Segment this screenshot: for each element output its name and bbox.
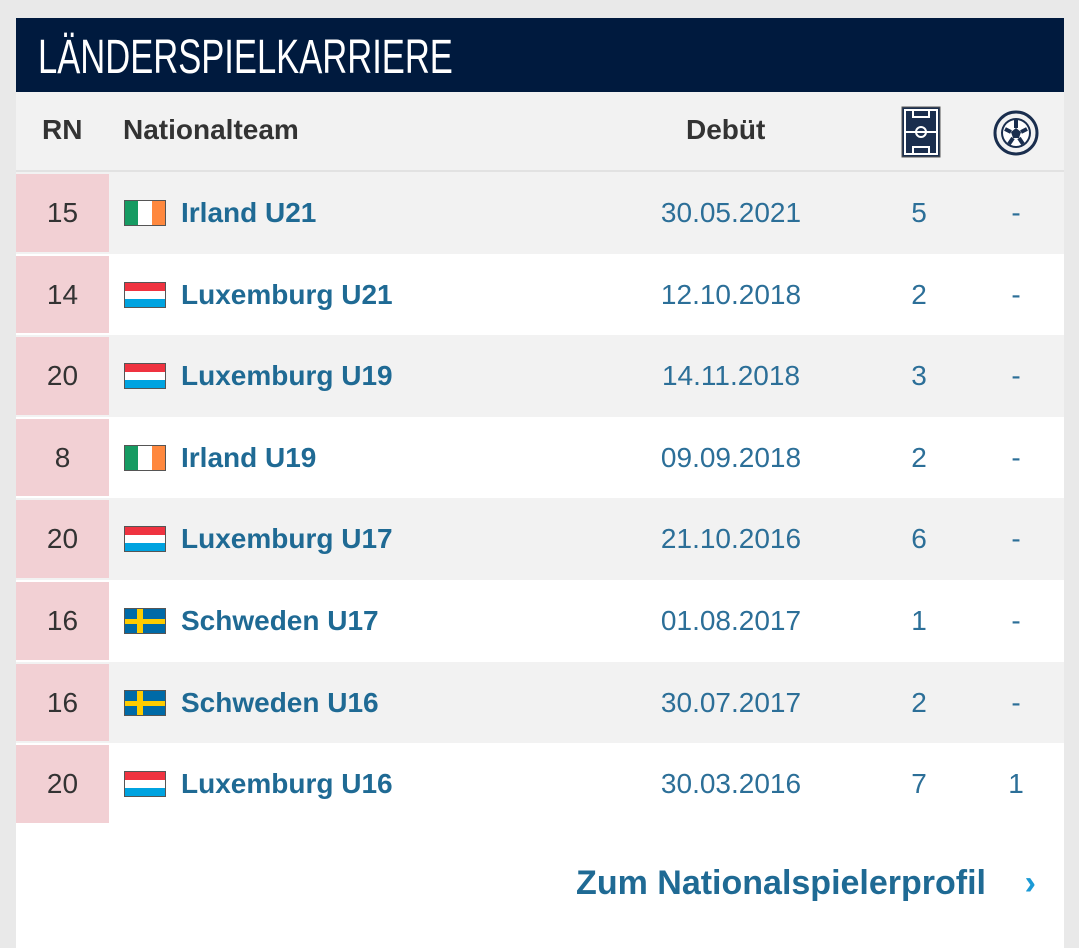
shirt-number: 8 bbox=[16, 418, 109, 497]
debut-date[interactable]: 14.11.2018 bbox=[661, 360, 801, 392]
flag-luxembourg-icon bbox=[124, 526, 166, 553]
team-link[interactable]: Schweden U17 bbox=[181, 604, 379, 636]
shirt-number: 20 bbox=[16, 500, 109, 578]
goals: - bbox=[1011, 360, 1021, 392]
national-player-profile-link[interactable]: Zum Nationalspielerprofil bbox=[576, 864, 986, 902]
goals: - bbox=[1011, 523, 1021, 555]
flag-sweden-icon bbox=[124, 607, 166, 634]
team-link[interactable]: Irland U19 bbox=[181, 441, 317, 473]
card-header: LÄNDERSPIELKARRIERE bbox=[16, 18, 1064, 92]
card-title: LÄNDERSPIELKARRIERE bbox=[38, 31, 453, 84]
shirt-number: 20 bbox=[16, 745, 109, 823]
table-row: 15 Irland U21 30.05.2021 5 - bbox=[16, 172, 1064, 254]
chevron-right-icon[interactable]: › bbox=[1024, 864, 1036, 902]
national-career-card: LÄNDERSPIELKARRIERE RN Nationalteam Debü… bbox=[16, 18, 1064, 948]
table-row: 20 Luxemburg U19 14.11.2018 3 - bbox=[16, 335, 1064, 417]
footer: Zum Nationalspielerprofil › bbox=[16, 824, 1064, 944]
team-link[interactable]: Irland U21 bbox=[181, 197, 317, 228]
appearances[interactable]: 7 bbox=[911, 768, 927, 800]
flag-ireland-icon bbox=[124, 444, 166, 471]
table-row: 14 Luxemburg U21 12.10.2018 2 - bbox=[16, 253, 1064, 336]
table-row: 20 Luxemburg U17 21.10.2016 6 - bbox=[16, 498, 1064, 580]
table-row: 16 Schweden U16 30.07.2017 2 - bbox=[16, 661, 1064, 744]
goals: - bbox=[1011, 197, 1021, 228]
debut-date[interactable]: 12.10.2018 bbox=[660, 278, 802, 310]
table-row: 8 Irland U19 09.09.2018 2 - bbox=[16, 416, 1064, 499]
appearances[interactable]: 2 bbox=[911, 441, 927, 473]
debut-date[interactable]: 30.03.2016 bbox=[660, 768, 802, 800]
debut-date[interactable]: 01.08.2017 bbox=[660, 604, 802, 636]
goals: - bbox=[1011, 441, 1021, 473]
appearances[interactable]: 2 bbox=[911, 278, 927, 310]
flag-luxembourg-icon bbox=[124, 363, 166, 390]
goals: 1 bbox=[1008, 768, 1024, 800]
header-team: Nationalteam bbox=[123, 114, 299, 145]
flag-luxembourg-icon bbox=[124, 771, 166, 798]
shirt-number: 16 bbox=[16, 581, 109, 660]
debut-date[interactable]: 30.05.2021 bbox=[660, 197, 802, 228]
team-link[interactable]: Luxemburg U19 bbox=[181, 360, 393, 392]
shirt-number: 16 bbox=[16, 663, 109, 742]
table-row: 20 Luxemburg U16 30.03.2016 7 1 bbox=[16, 743, 1064, 825]
table-row: 16 Schweden U17 01.08.2017 1 - bbox=[16, 579, 1064, 662]
table-header: RN Nationalteam Debüt bbox=[16, 92, 1064, 172]
header-debut: Debüt bbox=[686, 114, 766, 145]
football-pitch-icon bbox=[901, 106, 941, 165]
team-link[interactable]: Schweden U16 bbox=[181, 686, 379, 718]
debut-date[interactable]: 30.07.2017 bbox=[660, 686, 802, 718]
shirt-number: 20 bbox=[16, 337, 109, 415]
flag-luxembourg-icon bbox=[124, 281, 166, 308]
header-rn: RN bbox=[42, 114, 83, 145]
appearances[interactable]: 5 bbox=[911, 197, 927, 228]
goals: - bbox=[1011, 278, 1021, 310]
debut-date[interactable]: 21.10.2016 bbox=[660, 523, 802, 555]
flag-ireland-icon bbox=[124, 200, 166, 226]
team-link[interactable]: Luxemburg U21 bbox=[181, 278, 393, 310]
appearances[interactable]: 6 bbox=[911, 523, 927, 555]
goals: - bbox=[1011, 604, 1021, 636]
flag-sweden-icon bbox=[124, 689, 166, 716]
football-icon bbox=[993, 110, 1039, 163]
team-link[interactable]: Luxemburg U17 bbox=[181, 523, 393, 555]
goals: - bbox=[1011, 686, 1021, 718]
debut-date[interactable]: 09.09.2018 bbox=[660, 441, 802, 473]
shirt-number: 14 bbox=[16, 255, 109, 334]
appearances[interactable]: 3 bbox=[911, 360, 927, 392]
appearances[interactable]: 2 bbox=[911, 686, 927, 718]
team-link[interactable]: Luxemburg U16 bbox=[181, 768, 393, 800]
shirt-number: 15 bbox=[16, 174, 109, 252]
appearances[interactable]: 1 bbox=[911, 604, 927, 636]
